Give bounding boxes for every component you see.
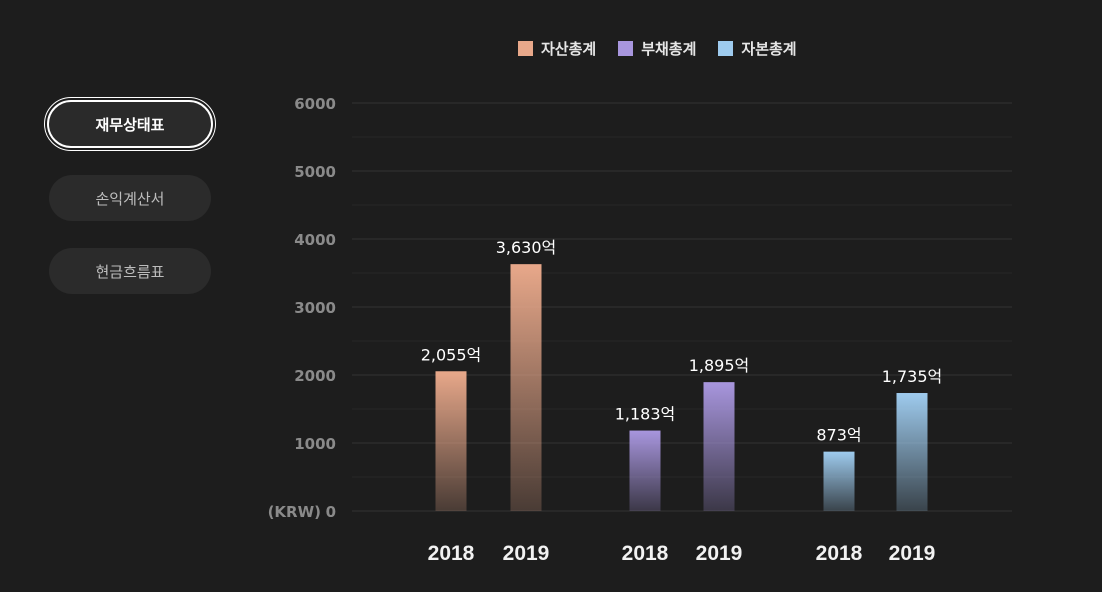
legend-label-liabilities: 부채총계 [641, 40, 697, 58]
x-tick-label: 2018 [622, 542, 669, 565]
x-tick-label: 2018 [428, 542, 475, 565]
bar-2-2019 [896, 393, 928, 511]
x-tick-label: 2018 [816, 542, 863, 565]
x-tick-label: 2019 [503, 542, 550, 565]
tab-income-statement[interactable]: 손익계산서 [49, 175, 211, 221]
y-tick-label: 2000 [294, 367, 336, 385]
y-tick-label: 4000 [294, 231, 336, 249]
data-label: 873억 [816, 426, 861, 445]
legend-item-liabilities: 부채총계 [618, 38, 696, 59]
data-label: 3,630억 [496, 238, 557, 257]
x-tick-label: 2019 [889, 542, 936, 565]
legend-item-assets: 자산총계 [518, 38, 596, 59]
legend-label-assets: 자산총계 [541, 40, 597, 58]
y-tick-label: 5000 [294, 163, 336, 181]
legend-label-equity: 자본총계 [741, 40, 797, 58]
y-axis-label: (KRW) [268, 503, 321, 521]
bar-0-2019 [510, 264, 542, 511]
legend-swatch-equity [718, 41, 734, 56]
data-label: 1,735억 [882, 367, 943, 386]
chart-legend: 자산총계 부채총계 자본총계 [518, 38, 819, 59]
bar-1-2018 [629, 430, 661, 511]
x-tick-label: 2019 [696, 542, 743, 565]
tab-balance-sheet[interactable]: 재무상태표 [44, 97, 216, 151]
data-label: 1,895억 [689, 356, 750, 375]
legend-swatch-assets [518, 41, 533, 56]
y-tick-label: 1000 [294, 435, 336, 453]
tab-cash-flow[interactable]: 현금흐름표 [49, 248, 211, 294]
y-tick-label: 3000 [294, 299, 336, 317]
legend-swatch-liabilities [618, 41, 634, 56]
bar-0-2018 [435, 371, 467, 511]
bar-2-2018 [823, 451, 855, 511]
y-tick-label: 0 [326, 503, 336, 521]
bar-1-2019 [703, 382, 735, 511]
y-tick-label: 6000 [294, 95, 336, 113]
data-label: 2,055억 [421, 345, 482, 364]
legend-item-equity: 자본총계 [718, 38, 797, 59]
data-label: 1,183억 [615, 405, 676, 424]
sidebar-tabs: 재무상태표 손익계산서 현금흐름표 [44, 97, 216, 321]
